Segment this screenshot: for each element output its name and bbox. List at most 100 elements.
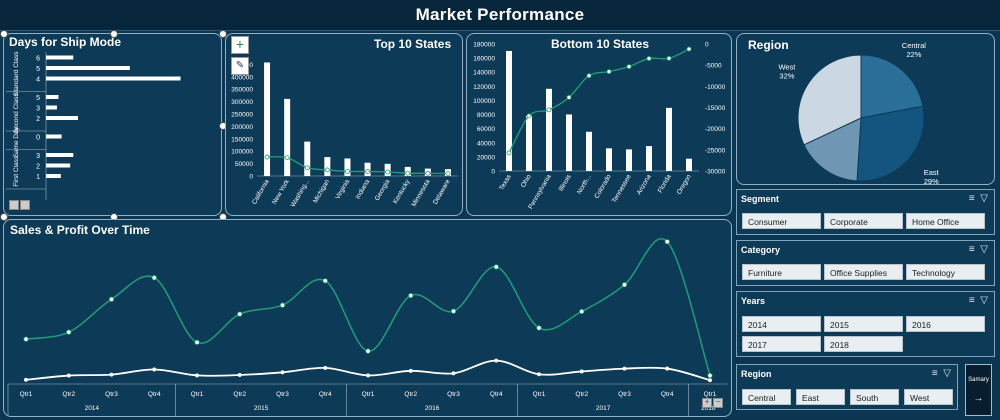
slicer-icons[interactable]: ≡ ▽: [969, 244, 988, 255]
slicer-option-south[interactable]: South: [850, 389, 899, 405]
multi-select-icon[interactable]: ≡: [968, 295, 975, 306]
bottom10-bar: [586, 131, 592, 171]
slicer-option-technology[interactable]: Technology: [906, 264, 985, 280]
top10-category-label: Kentucky: [392, 178, 412, 205]
bottom10-ytick-left: 0: [491, 169, 495, 176]
quarter-tick-label: Qtr1: [191, 391, 204, 398]
collapse-button[interactable]: [9, 200, 19, 210]
multi-select-icon[interactable]: ≡: [968, 193, 975, 204]
ship-bar: [46, 105, 57, 110]
top10-ytick-label: 350000: [231, 87, 253, 94]
multi-select-icon[interactable]: ≡: [931, 368, 938, 379]
region-slice-label: Central: [902, 41, 927, 50]
sales-point: [322, 278, 328, 284]
region-pie-slice: [803, 117, 862, 182]
slicer-option-2016[interactable]: 2016: [906, 316, 985, 332]
quarter-tick-label: Qtr2: [404, 391, 417, 398]
bottom10-profit-point: [526, 113, 532, 119]
slicer-option-home-office[interactable]: Home Office: [906, 213, 985, 229]
bottom10-profit-line: [508, 48, 690, 154]
sales-point: [408, 292, 414, 299]
years-slicer[interactable]: Years ≡ ▽ 2014 2015 2016 2017 2018: [736, 291, 995, 357]
top10-profit-point: [264, 154, 270, 160]
region-slicer[interactable]: Region ≡ ▽ Central East South West: [736, 364, 958, 410]
clear-filter-icon[interactable]: ▽: [980, 244, 988, 255]
profit-point: [707, 378, 713, 383]
sales-point: [194, 339, 200, 345]
top10-category-label: New York: [271, 178, 291, 206]
quarter-tick-label: Qtr1: [20, 391, 33, 398]
slicer-option-2015[interactable]: 2015: [824, 316, 903, 332]
top10-ytick-label: 0: [249, 174, 253, 181]
slicer-option-2017[interactable]: 2017: [742, 336, 821, 352]
bottom10-bar: [626, 149, 632, 171]
clear-filter-icon[interactable]: ▽: [980, 193, 988, 204]
region-slice-percent: 29%: [924, 177, 939, 184]
profit-point: [665, 366, 670, 371]
top10-ytick-label: 100000: [231, 149, 253, 156]
slicer-option-central[interactable]: Central: [742, 389, 791, 405]
top10-panel[interactable]: Top 10 States 0 50000 100000 150000 200000 25…: [225, 33, 463, 216]
quarter-tick-label: Qtr4: [319, 391, 332, 398]
collapse-button[interactable]: −: [713, 398, 723, 408]
bottom10-panel[interactable]: Bottom 10 States 0 20000 40000 60000 80000 10…: [466, 33, 732, 216]
add-chart-element-button[interactable]: +: [231, 36, 249, 54]
top10-bar: [264, 62, 271, 176]
ship-tick-label: 1: [36, 174, 40, 181]
bottom10-bar: [646, 146, 652, 171]
top10-category-label: Georgia: [374, 178, 392, 202]
ship-mode-panel[interactable]: Days for Ship Mode 6 5 4 Standard Class 5 3 2 S…: [3, 33, 222, 216]
sales-point: [579, 308, 585, 315]
bottom10-bar: [546, 88, 552, 171]
ship-tick-label: 5: [36, 66, 40, 73]
top10-profit-point: [284, 155, 290, 161]
bottom10-category-label: Oregon: [676, 173, 693, 196]
ship-tick-label: 4: [36, 77, 40, 84]
slicer-option-consumer[interactable]: Consumer: [742, 213, 821, 229]
ship-tick-label: 2: [36, 116, 40, 123]
selection-handle[interactable]: [0, 213, 8, 221]
quarter-tick-label: Qtr2: [62, 391, 75, 398]
slicer-option-furniture[interactable]: Furniture: [742, 264, 821, 280]
category-slicer[interactable]: Category ≡ ▽ Furniture Office Supplies T…: [736, 240, 995, 286]
profit-point: [280, 370, 285, 375]
ship-bar: [46, 95, 59, 99]
slicer-option-west[interactable]: West: [904, 389, 953, 405]
slicer-option-2018[interactable]: 2018: [824, 336, 903, 352]
slicer-option-east[interactable]: East: [796, 389, 845, 405]
quarter-tick-label: Qtr1: [533, 391, 546, 398]
slicer-icons[interactable]: ≡ ▽: [932, 368, 951, 379]
bottom10-ytick-right: -5000: [705, 63, 722, 70]
clear-filter-icon[interactable]: ▽: [980, 295, 988, 306]
top10-profit-point: [405, 170, 411, 176]
ship-mode-title: Days for Ship Mode: [9, 35, 122, 49]
sales-profit-panel[interactable]: Sales & Profit Over Time Qtr1 Qtr2 Qtr3 Qtr…: [3, 219, 732, 417]
region-pie-slice: [797, 54, 862, 146]
bottom10-bar: [606, 148, 612, 171]
top10-bar: [344, 158, 351, 176]
slicer-option-corporate[interactable]: Corporate: [824, 213, 903, 229]
region-title: Region: [748, 38, 789, 52]
segment-slicer[interactable]: Segment ≡ ▽ Consumer Corporate Home Offi…: [736, 189, 995, 235]
slicer-option-2014[interactable]: 2014: [742, 316, 821, 332]
clear-filter-icon[interactable]: ▽: [943, 368, 951, 379]
profit-point: [237, 372, 242, 378]
summary-button[interactable]: Samary →: [965, 364, 992, 416]
quarter-tick-label: Qtr2: [233, 391, 246, 398]
profit-point: [152, 367, 157, 372]
slicer-option-office-supplies[interactable]: Office Supplies: [824, 264, 903, 280]
selection-handle[interactable]: [0, 30, 8, 38]
collapse-button-2[interactable]: [20, 200, 30, 210]
chart-styles-button[interactable]: ✎: [231, 57, 249, 75]
expand-button[interactable]: +: [702, 398, 712, 408]
bottom10-category-label: Ohio: [520, 173, 533, 189]
selection-handle[interactable]: [110, 30, 118, 38]
bottom10-ytick-right: -25000: [705, 147, 726, 154]
multi-select-icon[interactable]: ≡: [968, 244, 975, 255]
year-tick-label: 2018: [701, 405, 716, 412]
slicer-icons[interactable]: ≡ ▽: [969, 193, 988, 204]
slicer-icons[interactable]: ≡ ▽: [969, 295, 988, 306]
selection-handle[interactable]: [219, 30, 227, 38]
bottom10-category-label: Florida: [657, 173, 673, 194]
